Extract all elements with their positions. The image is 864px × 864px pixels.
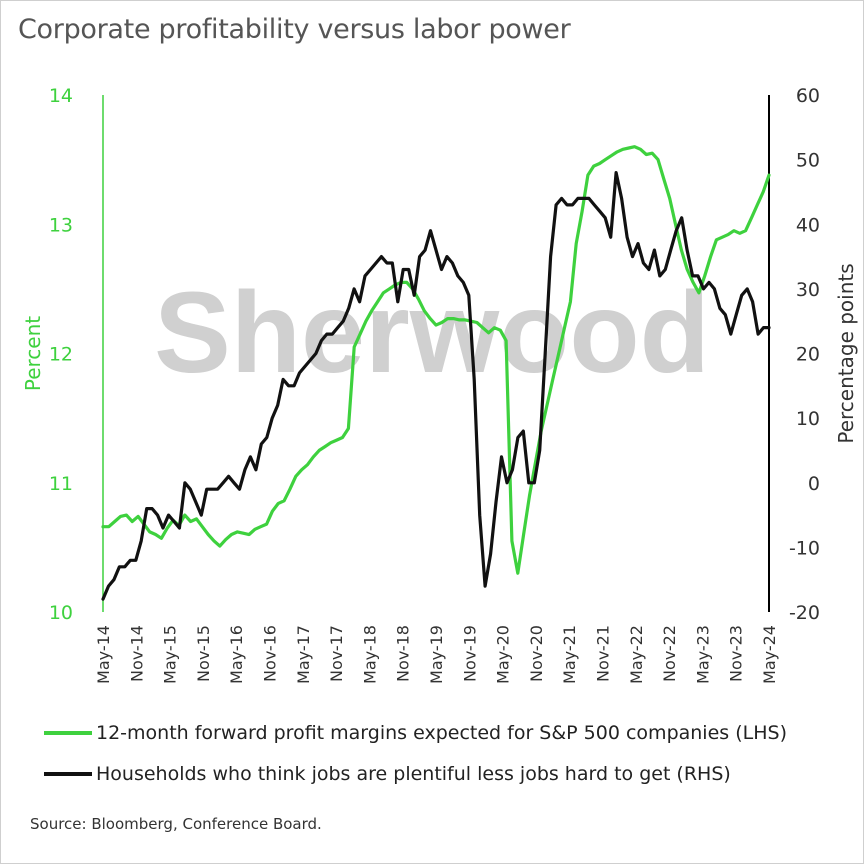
right-tick-label-7: 50	[796, 150, 820, 172]
x-tick-label-9: Nov-18	[394, 625, 413, 682]
x-tick-label-2: May-15	[161, 625, 180, 684]
x-tick-label-1: Nov-14	[127, 625, 146, 682]
x-tick-label-5: Nov-16	[261, 625, 280, 682]
chart-title: Corporate profitability versus labor pow…	[18, 14, 571, 45]
watermark-text: Sherwood	[154, 269, 710, 397]
x-tick-label-4: May-16	[227, 625, 246, 684]
x-tick-label-13: Nov-20	[527, 625, 546, 682]
x-tick-label-14: May-21	[560, 625, 579, 684]
left-tick-label-4: 14	[49, 85, 73, 107]
right-tick-label-4: 20	[796, 344, 820, 366]
legend-swatch-black	[44, 772, 92, 776]
x-tick-label-18: May-23	[693, 625, 712, 684]
left-axis-label: Percent	[21, 316, 45, 391]
right-tick-label-8: 60	[796, 85, 820, 107]
left-tick-label-1: 11	[49, 473, 73, 495]
right-tick-label-0: -20	[789, 602, 820, 624]
legend-label-households: Households who think jobs are plentiful …	[96, 763, 731, 785]
x-tick-label-15: Nov-21	[594, 625, 613, 682]
right-tick-label-3: 10	[796, 408, 820, 430]
left-tick-label-2: 12	[49, 344, 73, 366]
right-tick-label-1: -10	[789, 537, 820, 559]
right-tick-label-5: 30	[796, 279, 820, 301]
legend-item-households: Households who think jobs are plentiful …	[44, 763, 731, 785]
source-note: Source: Bloomberg, Conference Board.	[30, 815, 322, 833]
x-tick-label-19: Nov-23	[727, 625, 746, 682]
left-tick-label-0: 10	[49, 602, 73, 624]
legend-item-profit-margins: 12-month forward profit margins expected…	[44, 722, 787, 744]
x-tick-label-16: May-22	[627, 625, 646, 684]
x-tick-label-6: May-17	[294, 625, 313, 684]
legend-swatch-green	[44, 731, 92, 735]
x-tick-label-10: May-19	[427, 625, 446, 684]
right-tick-label-6: 40	[796, 214, 820, 236]
x-tick-label-11: Nov-19	[460, 625, 479, 682]
right-tick-label-2: 0	[808, 473, 820, 495]
x-tick-label-12: May-20	[494, 625, 513, 684]
x-tick-label-3: Nov-15	[194, 625, 213, 682]
x-tick-label-20: May-24	[760, 625, 779, 684]
right-axis-label: Percentage points	[834, 263, 858, 443]
series-line-1	[101, 171, 771, 601]
x-tick-label-17: Nov-22	[660, 625, 679, 682]
x-tick-label-0: May-14	[94, 625, 113, 684]
series-line-0	[101, 145, 771, 575]
left-tick-label-3: 13	[49, 214, 73, 236]
legend-label-profit-margins: 12-month forward profit margins expected…	[96, 722, 787, 744]
x-tick-label-7: Nov-17	[327, 625, 346, 682]
x-tick-label-8: May-18	[360, 625, 379, 684]
